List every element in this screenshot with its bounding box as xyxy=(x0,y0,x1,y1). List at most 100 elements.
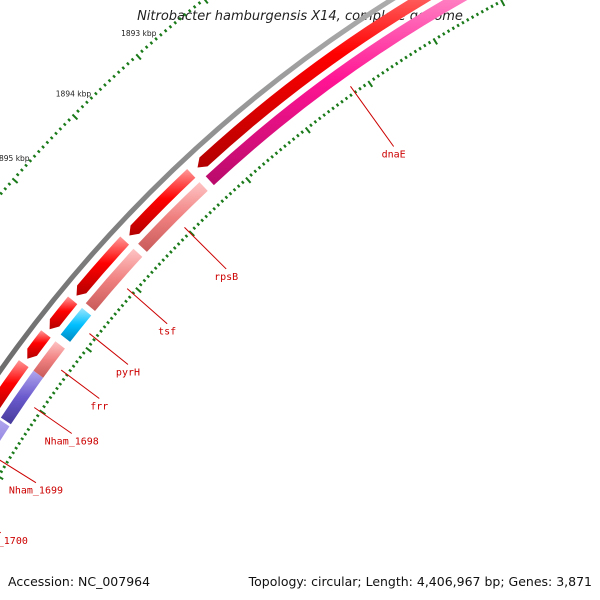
inner-ruler-tick xyxy=(304,126,311,134)
inner-ruler-tick xyxy=(153,266,158,271)
inner-ruler-tick xyxy=(224,195,229,200)
ruler-tick xyxy=(94,91,98,96)
inner-ruler-tick xyxy=(287,140,292,145)
inner-ruler-tick xyxy=(475,12,480,17)
inner-ruler-tick xyxy=(29,423,34,427)
inner-ruler-tick xyxy=(51,391,56,395)
inner-ruler-tick xyxy=(300,130,305,134)
genome-summary-text: Topology: circular; Length: 4,406,967 bp… xyxy=(248,574,592,589)
inner-ruler-tick xyxy=(390,64,394,69)
inner-ruler-tick xyxy=(208,210,213,215)
ruler-tick xyxy=(192,5,197,9)
inner-ruler-tick xyxy=(245,176,252,184)
inner-ruler-tick xyxy=(26,427,31,432)
inner-ruler-tick xyxy=(99,329,103,333)
gene-label-leader xyxy=(350,85,395,147)
inner-ruler-tick xyxy=(113,312,118,316)
inner-ruler-tick xyxy=(485,7,489,11)
inner-ruler-tick xyxy=(109,316,114,321)
inner-ruler-tick xyxy=(142,278,147,283)
ruler-tick xyxy=(140,49,144,54)
inner-ruler-tick xyxy=(437,34,441,39)
inner-ruler-tick xyxy=(176,242,181,246)
inner-ruler-tick xyxy=(220,199,225,204)
gene-label-leader xyxy=(184,226,227,270)
inner-ruler-tick xyxy=(432,37,438,45)
inner-ruler-tick xyxy=(466,18,470,22)
inner-ruler-tick xyxy=(371,77,376,81)
ruler-tick xyxy=(80,104,85,109)
ruler-tick xyxy=(203,0,209,5)
inner-ruler-tick xyxy=(413,49,418,54)
ruler-label: 1894 kbp xyxy=(56,90,92,99)
inner-ruler-tick xyxy=(42,404,46,409)
reverse-gene-block xyxy=(138,182,208,252)
inner-ruler-tick xyxy=(408,52,413,57)
ruler-label: 1895 kbp xyxy=(0,154,30,163)
inner-ruler-tick xyxy=(358,86,362,91)
inner-ruler-tick xyxy=(135,287,142,294)
inner-ruler-tick xyxy=(35,413,40,418)
inner-ruler-tick xyxy=(68,368,73,373)
inner-ruler-tick xyxy=(61,377,66,382)
forward-gene-arrow xyxy=(129,168,196,236)
gene-label: Nham_1700 xyxy=(0,536,28,547)
ruler-tick xyxy=(159,32,163,37)
inner-ruler-tick xyxy=(261,162,266,166)
ruler-tick xyxy=(103,83,107,87)
forward-gene-arrow xyxy=(197,0,432,168)
gene-label-leader xyxy=(60,369,100,399)
inner-ruler-tick xyxy=(291,137,296,141)
forward-gene-arrow xyxy=(76,236,130,296)
inner-ruler-tick xyxy=(344,96,349,101)
inner-ruler-tick xyxy=(23,432,28,436)
ruler-tick xyxy=(183,12,187,17)
inner-ruler-tick xyxy=(188,230,195,237)
inner-ruler-tick xyxy=(106,320,110,325)
inner-ruler-tick xyxy=(138,282,143,287)
inner-ruler-tick xyxy=(399,58,404,63)
inner-ruler-tick xyxy=(296,133,300,138)
gene-label: Nham_1698 xyxy=(45,436,99,447)
ruler-tick xyxy=(11,177,19,184)
inner-ruler-tick xyxy=(55,386,59,391)
inner-ruler-tick xyxy=(394,61,399,66)
inner-ruler-tick xyxy=(150,270,154,275)
ruler-tick xyxy=(45,140,50,145)
inner-ruler-tick xyxy=(274,151,279,156)
inner-ruler-tick xyxy=(39,409,46,416)
inner-ruler-tick xyxy=(283,144,287,148)
reverse-gene-block xyxy=(0,370,44,425)
ruler-tick xyxy=(89,96,94,100)
ruler-tick xyxy=(15,172,20,177)
ruler-tick xyxy=(28,158,33,163)
inner-ruler-tick xyxy=(490,4,494,9)
ruler-tick xyxy=(36,149,41,154)
ruler-tick xyxy=(163,28,168,33)
inner-ruler-tick xyxy=(500,0,506,7)
gene-label-leader xyxy=(0,531,2,534)
inner-ruler-tick xyxy=(124,299,128,304)
forward-gene-arrow xyxy=(0,360,29,409)
ruler-tick xyxy=(168,24,173,29)
reverse-gene-block xyxy=(60,307,92,342)
inner-ruler-tick xyxy=(172,246,177,250)
reverse-gene-block xyxy=(0,420,10,441)
inner-ruler-tick xyxy=(169,250,173,254)
inner-ruler-tick xyxy=(17,441,22,446)
inner-ruler-tick xyxy=(216,203,221,207)
ruler-tick xyxy=(7,182,12,186)
inner-ruler-tick xyxy=(236,184,241,188)
inner-ruler-tick xyxy=(116,307,121,312)
inner-ruler-tick xyxy=(64,373,69,377)
inner-ruler-tick xyxy=(127,295,132,299)
gene-label: tsf xyxy=(158,327,176,338)
inner-ruler-tick xyxy=(418,46,422,51)
gene-label: dnaE xyxy=(382,150,406,161)
inner-ruler-tick xyxy=(102,325,107,329)
ruler-tick xyxy=(49,136,54,140)
inner-ruler-tick xyxy=(11,451,15,455)
inner-ruler-tick xyxy=(362,83,367,88)
ruler-tick xyxy=(24,163,28,168)
gene-label-leader xyxy=(33,407,73,434)
